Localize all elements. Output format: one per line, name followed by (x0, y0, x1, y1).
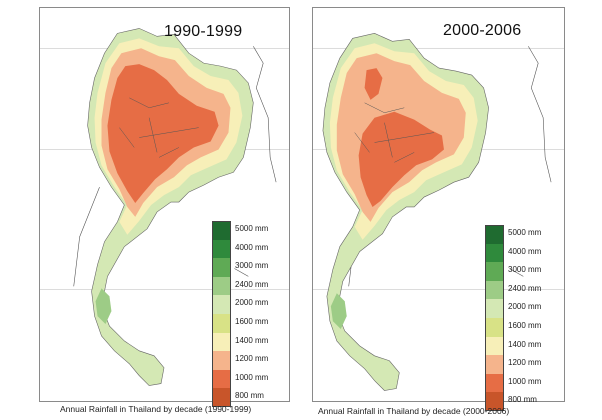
province-borders (354, 102, 435, 163)
legend-swatch (485, 355, 504, 374)
legend-swatch (212, 369, 231, 389)
legend-swatch (212, 313, 231, 333)
legend-swatch (212, 221, 231, 240)
legend-label: 1600 mm (508, 320, 542, 330)
rainfall-map (40, 28, 289, 386)
legend-label: 1600 mm (235, 316, 269, 326)
legend-swatch (485, 280, 504, 300)
legend-swatch (485, 262, 504, 281)
legend-label: 5000 mm (508, 228, 542, 237)
map-caption: Annual Rainfall in Thailand by decade (2… (318, 406, 510, 416)
legend-swatch (212, 332, 231, 352)
legend-swatch (212, 388, 231, 407)
legend-swatch (485, 336, 504, 356)
legend-label: 800 mm (235, 391, 264, 401)
legend-swatch (212, 258, 231, 277)
map-panel-2000-2006: 2000-2006 5000 mm 4000 mm 3000 mm 2400 m… (312, 7, 565, 411)
legend-label: 5000 mm (235, 224, 269, 233)
rainfall-zone-red (358, 111, 444, 207)
legend-label: 2000 mm (235, 298, 269, 308)
legend-label: 3000 mm (235, 261, 269, 271)
legend-label: 1000 mm (235, 372, 269, 382)
legend-swatch (212, 239, 231, 259)
period-title: 1990-1999 (164, 23, 243, 40)
legend-label: 3000 mm (508, 265, 542, 275)
legend-label: 1200 mm (508, 358, 542, 368)
legend-swatch (485, 243, 504, 263)
legend-swatch (212, 295, 231, 314)
rainfall-zone-south (330, 293, 347, 330)
legend-label: 1000 mm (508, 376, 542, 386)
legend-label: 800 mm (508, 395, 537, 405)
legend-label: 1200 mm (235, 354, 269, 364)
neighbour-coastline (73, 46, 277, 287)
province-borders (119, 97, 199, 158)
legend-label: 1400 mm (508, 339, 542, 349)
rainfall-map (313, 33, 564, 391)
rainfall-zone-red-north (364, 68, 383, 100)
rainfall-zone-south (95, 288, 112, 325)
legend-label: 2000 mm (508, 302, 542, 312)
legend-swatch (485, 299, 504, 318)
legend-label: 1400 mm (235, 335, 269, 345)
legend-label: 4000 mm (235, 242, 269, 252)
legend-swatch (212, 351, 231, 370)
legend-swatch (485, 373, 504, 393)
legend-swatch (485, 392, 504, 411)
map-caption: Annual Rainfall in Thailand by decade (1… (60, 404, 252, 414)
legend-label: 4000 mm (508, 246, 542, 256)
legend-label: 2400 mm (508, 283, 542, 293)
legend-swatch (212, 276, 231, 296)
legend-swatch (485, 317, 504, 337)
map-panel-1990-1999: 1990-1999 5000 mm 4000 mm 3000 mm 2400 m… (39, 7, 290, 407)
period-title: 2000-2006 (443, 22, 522, 39)
legend-swatch (485, 225, 504, 244)
legend-label: 2400 mm (235, 279, 269, 289)
